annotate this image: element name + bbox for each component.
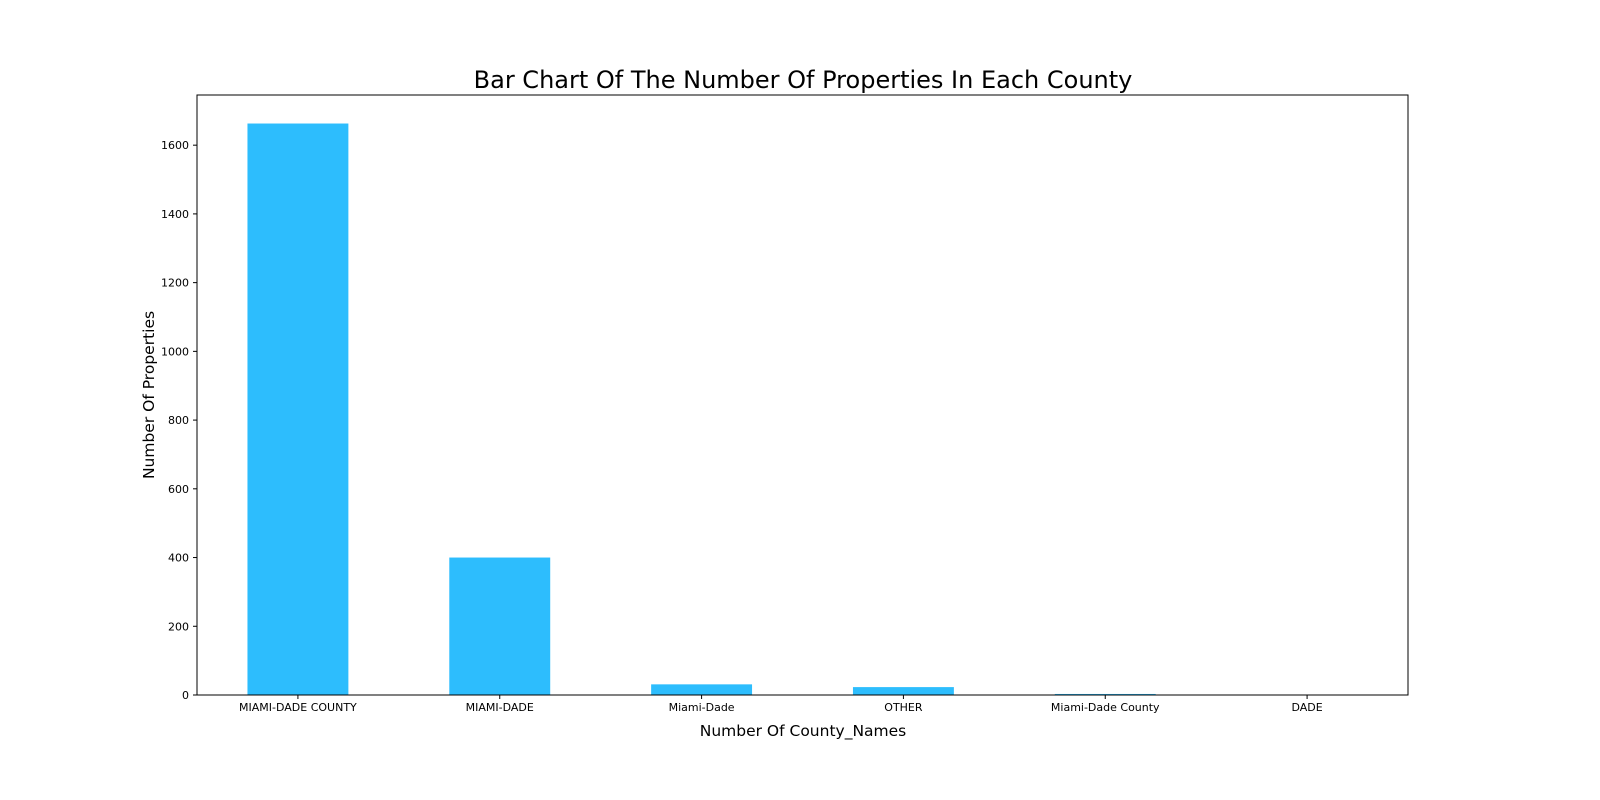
chart-title: Bar Chart Of The Number Of Properties In…	[474, 66, 1133, 94]
bar-3	[852, 687, 954, 695]
x-tick-label: OTHER	[884, 701, 923, 714]
y-axis-label: Number Of Properties	[140, 311, 158, 479]
y-tick-label: 1400	[161, 208, 189, 221]
x-tick-label: MIAMI-DADE	[466, 701, 534, 714]
bar-1	[449, 557, 551, 695]
x-tick-label: DADE	[1291, 701, 1322, 714]
plot-frame	[196, 94, 1409, 696]
x-tick-label: MIAMI-DADE COUNTY	[239, 701, 357, 714]
y-tick-label: 800	[168, 414, 189, 427]
y-tick-label: 1600	[161, 139, 189, 152]
y-tick-label: 1200	[161, 277, 189, 290]
bar-2	[651, 684, 753, 695]
y-tick-label: 200	[168, 620, 189, 633]
x-tick-label: Miami-Dade	[669, 701, 735, 714]
bar-4	[1054, 693, 1156, 695]
y-tick-label: 400	[168, 552, 189, 565]
y-tick-label: 0	[182, 689, 189, 702]
bar-0	[247, 123, 349, 695]
x-axis: MIAMI-DADE COUNTY MIAMI-DADE Miami-Dade OTH…	[239, 695, 1323, 714]
bars-group	[247, 123, 1358, 695]
y-tick-label: 600	[168, 483, 189, 496]
y-axis: 0 200 400 600 800 1000 1200 1400 1600	[161, 139, 197, 702]
x-axis-label: Number Of County_Names	[700, 722, 907, 741]
y-tick-label: 1000	[161, 345, 189, 358]
x-tick-label: Miami-Dade County	[1051, 701, 1160, 714]
